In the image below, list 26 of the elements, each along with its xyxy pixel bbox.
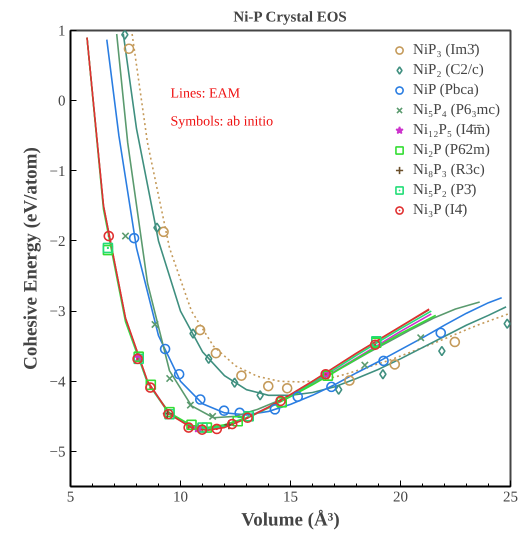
legend-label: Ni₂P (P6̄2m) xyxy=(413,141,490,159)
x-tick-label: 10 xyxy=(173,490,188,506)
annotation: Lines: EAM xyxy=(170,86,241,102)
y-tick-label: −3 xyxy=(50,304,66,320)
x-tick-label: 25 xyxy=(503,490,518,506)
legend-label: Ni₃P (I4̄) xyxy=(413,201,468,219)
y-tick-label: 1 xyxy=(58,24,66,40)
x-tick-label: 20 xyxy=(393,490,408,506)
y-tick-label: −1 xyxy=(50,164,66,180)
legend-label: Ni₁₂P₅ (I4̄m̄) xyxy=(413,121,490,139)
x-tick-label: 5 xyxy=(66,490,74,506)
legend-label: NiP₃ (Im3̄) xyxy=(413,41,480,59)
annotation: Symbols: ab initio xyxy=(170,114,274,130)
y-tick-label: −2 xyxy=(50,234,66,250)
legend-label: Ni₅P₂ (P3̄) xyxy=(413,181,476,199)
y-tick-label: 0 xyxy=(58,94,66,110)
legend-label: Ni₅P₄ (P6₃mc) xyxy=(413,101,500,119)
y-tick-label: −5 xyxy=(50,444,66,460)
x-tick-label: 15 xyxy=(283,490,298,506)
legend-label: NiP (Pbca) xyxy=(413,81,479,99)
chart-title: Ni-P Crystal EOS xyxy=(233,10,347,26)
legend-label: NiP₂ (C2/c) xyxy=(413,61,484,79)
legend-label: Ni₈P₃ (R3c) xyxy=(413,161,485,179)
y-axis-title: Cohesive Energy (eV/atom) xyxy=(20,147,42,370)
x-axis-title: Volume (Å³) xyxy=(241,510,340,530)
y-tick-label: −4 xyxy=(50,374,66,390)
